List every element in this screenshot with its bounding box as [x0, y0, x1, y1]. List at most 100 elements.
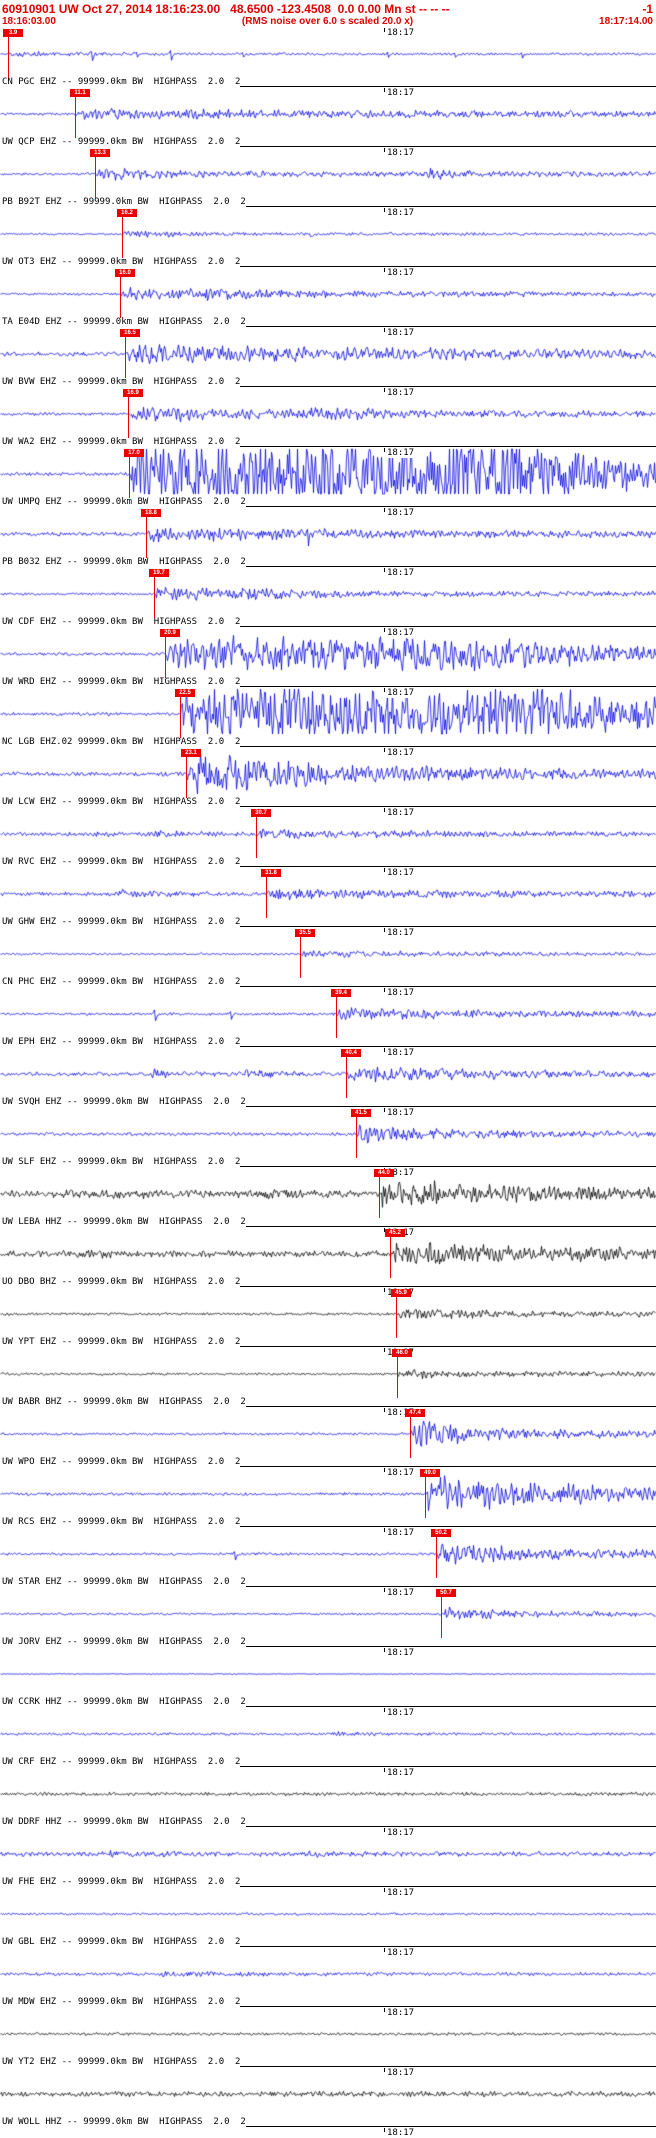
station-label: PB B92T EHZ -- 99999.0km BW HIGHPASS 2.0…	[0, 197, 246, 208]
trace-row: 18:17 49.0 UW RCS EHZ -- 99999.0km BW HI…	[0, 1468, 656, 1528]
trace-row: 18:17 UW WOLL HHZ -- 99999.0km BW HIGHPA…	[0, 2068, 656, 2128]
waveform-canvas[interactable]	[0, 628, 656, 675]
minute-tick-label: 18:17	[386, 388, 416, 398]
waveform-canvas[interactable]	[0, 2128, 656, 2138]
waveform-canvas[interactable]	[0, 1888, 656, 1935]
waveform-canvas[interactable]	[0, 928, 656, 975]
waveform-canvas[interactable]	[0, 2008, 656, 2055]
minute-tick-label: 18:17	[386, 1168, 416, 1178]
event-flag: -1	[642, 2, 653, 16]
minute-tick-label: 18:17	[386, 2128, 416, 2138]
minute-tick-mark	[384, 688, 385, 692]
station-label: PB B032 EHZ -- 99999.0km BW HIGHPASS 2.0…	[0, 557, 246, 568]
station-label: UW LEBA HHZ -- 99999.0km BW HIGHPASS 2.0…	[0, 1217, 246, 1228]
station-label: UW SVQH EHZ -- 99999.0km BW HIGHPASS 2.0…	[0, 1097, 246, 1108]
trace-divider	[245, 1586, 656, 1587]
station-label: UW LCW EHZ -- 99999.0km BW HIGHPASS 2.0 …	[0, 797, 241, 808]
waveform-canvas[interactable]	[0, 1588, 656, 1635]
waveform-canvas[interactable]	[0, 988, 656, 1035]
waveform-canvas[interactable]	[0, 1948, 656, 1995]
station-label: UW OT3 EHZ -- 99999.0km BW HIGHPASS 2.0 …	[0, 257, 241, 268]
station-label: UW RVC EHZ -- 99999.0km BW HIGHPASS 2.0 …	[0, 857, 241, 868]
waveform-canvas[interactable]	[0, 568, 656, 615]
pick-flag-label: 50.7	[436, 1589, 456, 1597]
minute-tick-mark	[384, 328, 385, 332]
pick-line-icon	[154, 577, 155, 618]
waveform-canvas[interactable]	[0, 28, 656, 75]
station-label-row: UW LCW EHZ -- 99999.0km BW HIGHPASS 2.0 …	[0, 795, 656, 808]
pick-flag-label: 40.4	[341, 1049, 361, 1057]
waveform-canvas[interactable]	[0, 1348, 656, 1395]
pick-line-icon	[125, 337, 126, 378]
minute-tick-label: 18:17	[386, 808, 416, 818]
pick-line-icon	[95, 157, 96, 198]
minute-tick-label: 18:17	[386, 2008, 416, 2018]
waveform-canvas[interactable]	[0, 1048, 656, 1095]
waveform-canvas[interactable]	[0, 1288, 656, 1335]
waveform-canvas[interactable]	[0, 748, 656, 795]
pick-line-icon	[396, 1297, 397, 1338]
pick-line-icon	[75, 97, 76, 138]
waveform-canvas[interactable]	[0, 1768, 656, 1815]
minute-tick-label: 18:17	[386, 1108, 416, 1118]
waveform-canvas[interactable]	[0, 268, 656, 315]
waveform-canvas[interactable]	[0, 88, 656, 135]
trace-row: 18:17 13.3 PB B92T EHZ -- 99999.0km BW H…	[0, 148, 656, 208]
minute-tick-label: 18:17	[386, 328, 416, 338]
minute-tick-label: 18:17	[386, 508, 416, 518]
pick-line-icon	[346, 1057, 347, 1098]
trace-divider	[240, 1766, 656, 1767]
station-label: UW QCP EHZ -- 99999.0km BW HIGHPASS 2.0 …	[0, 137, 241, 148]
waveform-canvas[interactable]	[0, 388, 656, 435]
station-label-row: UW GBL EHZ -- 99999.0km BW HIGHPASS 2.0 …	[0, 1935, 656, 1948]
event-info: 60910901 UW Oct 27, 2014 18:16:23.00 48.…	[2, 2, 450, 16]
station-label: UW YPT EHZ -- 99999.0km BW HIGHPASS 2.0 …	[0, 1337, 241, 1348]
station-label-row: CN PHC EHZ -- 99999.0km BW HIGHPASS 2.0 …	[0, 975, 656, 988]
station-label: NC LGB EHZ.02 99999.0km BW HIGHPASS 2.0 …	[0, 737, 241, 748]
minute-tick-mark	[384, 208, 385, 212]
station-label: UW GHW EHZ -- 99999.0km BW HIGHPASS 2.0 …	[0, 917, 241, 928]
trace-row: 18:17 40.4 UW SVQH EHZ -- 99999.0km BW H…	[0, 1048, 656, 1108]
pick-line-icon	[146, 517, 147, 558]
waveform-canvas[interactable]	[0, 1708, 656, 1755]
pick-flag-label: 16.9	[123, 389, 143, 397]
waveform-canvas[interactable]	[0, 328, 656, 375]
waveform-canvas[interactable]	[0, 688, 656, 735]
minute-tick-label: 18:17	[386, 448, 416, 458]
station-label-row: UW UMPQ EHZ -- 99999.0km BW HIGHPASS 2.0…	[0, 495, 656, 508]
pick-flag-label: 39.4	[331, 989, 351, 997]
trace-row: 18:17 3.9 CN PGC EHZ -- 99999.0km BW HIG…	[0, 28, 656, 88]
waveform-canvas[interactable]	[0, 1168, 656, 1215]
trace-divider	[240, 686, 656, 687]
trace-divider	[240, 1046, 656, 1047]
waveform-canvas[interactable]	[0, 1228, 656, 1275]
pick-line-icon	[120, 277, 121, 318]
minute-tick-label: 18:17	[386, 268, 416, 278]
waveform-canvas[interactable]	[0, 1468, 656, 1515]
minute-tick-mark	[384, 1348, 385, 1352]
minute-tick-label: 18:17	[386, 1948, 416, 1958]
waveform-canvas[interactable]	[0, 1408, 656, 1455]
waveform-canvas[interactable]	[0, 508, 656, 555]
waveform-canvas[interactable]	[0, 1648, 656, 1695]
station-label: UW CCRK HHZ -- 99999.0km BW HIGHPASS 2.0…	[0, 1697, 246, 1708]
waveform-canvas[interactable]	[0, 1528, 656, 1575]
waveform-canvas[interactable]	[0, 208, 656, 255]
waveform-canvas[interactable]	[0, 2068, 656, 2115]
waveform-canvas[interactable]	[0, 1828, 656, 1875]
minute-tick-label: 18:17	[386, 748, 416, 758]
pick-flag-label: 31.8	[261, 869, 281, 877]
minute-tick-mark	[384, 1948, 385, 1952]
waveform-canvas[interactable]	[0, 1108, 656, 1155]
minute-tick-label: 18:17	[386, 688, 416, 698]
trace-row: 18:17 UW CRF EHZ -- 99999.0km BW HIGHPAS…	[0, 1708, 656, 1768]
station-label-row: UO DBO BHZ -- 99999.0km BW HIGHPASS 2.0 …	[0, 1275, 656, 1288]
trace-list: 18:17 3.9 CN PGC EHZ -- 99999.0km BW HIG…	[0, 28, 656, 2138]
waveform-canvas[interactable]	[0, 448, 656, 495]
trace-divider	[240, 2066, 656, 2067]
waveform-canvas[interactable]	[0, 868, 656, 915]
pick-flag-label: 11.1	[70, 89, 90, 97]
trace-divider	[245, 566, 656, 567]
waveform-canvas[interactable]	[0, 808, 656, 855]
